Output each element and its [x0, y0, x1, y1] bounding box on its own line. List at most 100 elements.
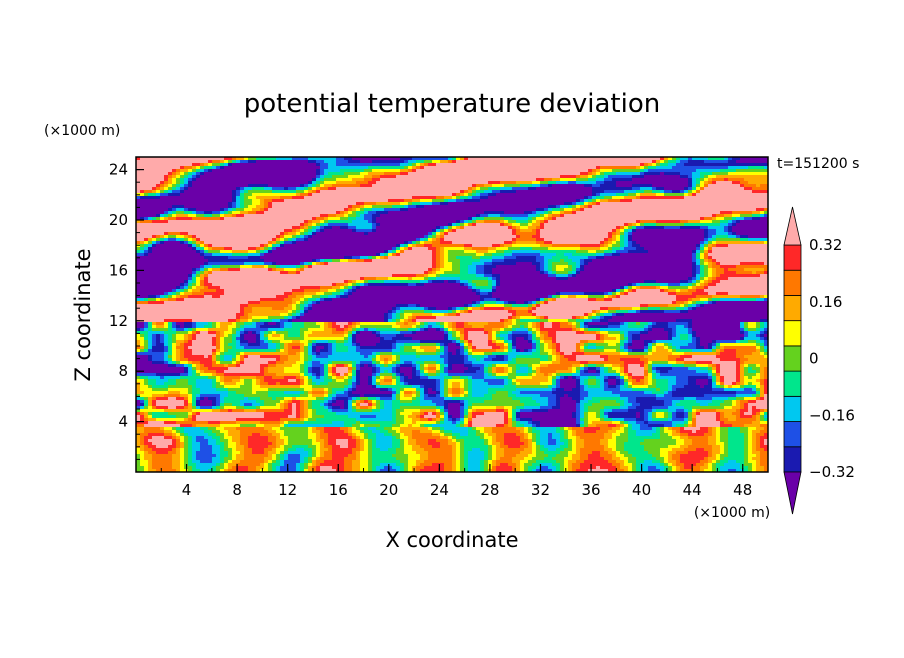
field-cell: [428, 169, 433, 173]
field-cell: [160, 166, 165, 170]
field-cell: [344, 172, 349, 176]
field-cell: [412, 163, 417, 167]
field-cell: [220, 163, 225, 167]
field-cell: [728, 169, 733, 173]
field-cell: [172, 172, 177, 176]
field-cell: [616, 163, 621, 167]
field-cell: [456, 160, 461, 164]
field-cell: [520, 160, 525, 164]
field-cell: [464, 166, 469, 170]
field-cell: [752, 169, 757, 173]
field-cell: [252, 172, 257, 176]
field-cell: [440, 160, 445, 164]
field-cell: [272, 166, 277, 170]
field-cell: [624, 172, 629, 176]
field-cell: [360, 160, 365, 164]
field-cell: [332, 172, 337, 176]
field-cell: [676, 160, 681, 164]
field-cell: [404, 163, 409, 167]
field-cell: [212, 166, 217, 170]
field-cell: [276, 157, 281, 161]
field-cell: [300, 163, 305, 167]
field-cell: [512, 163, 517, 167]
field-cell: [588, 163, 593, 167]
field-cell: [272, 169, 277, 173]
field-cell: [184, 163, 189, 167]
field-cell: [504, 172, 509, 176]
field-cell: [544, 166, 549, 170]
field-cell: [524, 160, 529, 164]
field-cell: [136, 172, 141, 176]
field-cell: [328, 160, 333, 164]
field-cell: [720, 163, 725, 167]
field-cell: [680, 169, 685, 173]
field-cell: [316, 160, 321, 164]
field-cell: [580, 160, 585, 164]
field-cell: [668, 169, 673, 173]
field-cell: [760, 169, 765, 173]
field-cell: [712, 163, 717, 167]
field-cell: [376, 166, 381, 170]
field-cell: [664, 166, 669, 170]
field-cell: [660, 157, 665, 161]
field-cell: [172, 163, 177, 167]
field-cell: [480, 160, 485, 164]
field-cell: [200, 163, 205, 167]
field-cell: [216, 169, 221, 173]
field-cell: [264, 160, 269, 164]
field-cell: [400, 163, 405, 167]
field-cell: [640, 172, 645, 176]
field-cell: [184, 172, 189, 176]
field-cell: [564, 163, 569, 167]
field-cell: [680, 163, 685, 167]
field-cell: [732, 169, 737, 173]
field-cell: [480, 163, 485, 167]
field-cell: [136, 169, 141, 173]
field-cell: [536, 160, 541, 164]
field-cell: [408, 160, 413, 164]
field-cell: [436, 160, 441, 164]
field-cell: [732, 157, 737, 161]
field-cell: [764, 166, 768, 170]
field-cell: [152, 157, 157, 161]
field-cell: [632, 163, 637, 167]
field-cell: [632, 157, 637, 161]
field-cell: [328, 166, 333, 170]
field-cell: [224, 157, 229, 161]
field-cell: [388, 160, 393, 164]
field-cell: [244, 172, 249, 176]
field-cell: [516, 160, 521, 164]
field-cell: [496, 157, 501, 161]
field-cell: [712, 160, 717, 164]
field-cell: [636, 163, 641, 167]
field-cell: [548, 160, 553, 164]
field-cell: [284, 157, 289, 161]
field-cell: [392, 169, 397, 173]
field-cell: [252, 169, 257, 173]
field-cell: [180, 169, 185, 173]
field-cell: [604, 166, 609, 170]
field-cell: [648, 160, 653, 164]
field-cell: [676, 169, 681, 173]
field-cell: [244, 163, 249, 167]
field-cell: [284, 163, 289, 167]
field-cell: [304, 172, 309, 176]
field-cell: [540, 157, 545, 161]
field-cell: [376, 172, 381, 176]
field-cell: [356, 172, 361, 176]
field-cell: [744, 160, 749, 164]
field-cell: [600, 160, 605, 164]
field-cell: [548, 172, 553, 176]
field-cell: [560, 166, 565, 170]
field-cell: [576, 169, 581, 173]
field-cell: [452, 157, 457, 161]
field-cell: [288, 160, 293, 164]
field-cell: [628, 163, 633, 167]
field-cell: [348, 172, 353, 176]
field-cell: [664, 160, 669, 164]
field-cell: [568, 163, 573, 167]
field-cell: [440, 172, 445, 176]
field-cell: [300, 166, 305, 170]
field-cell: [364, 169, 369, 173]
